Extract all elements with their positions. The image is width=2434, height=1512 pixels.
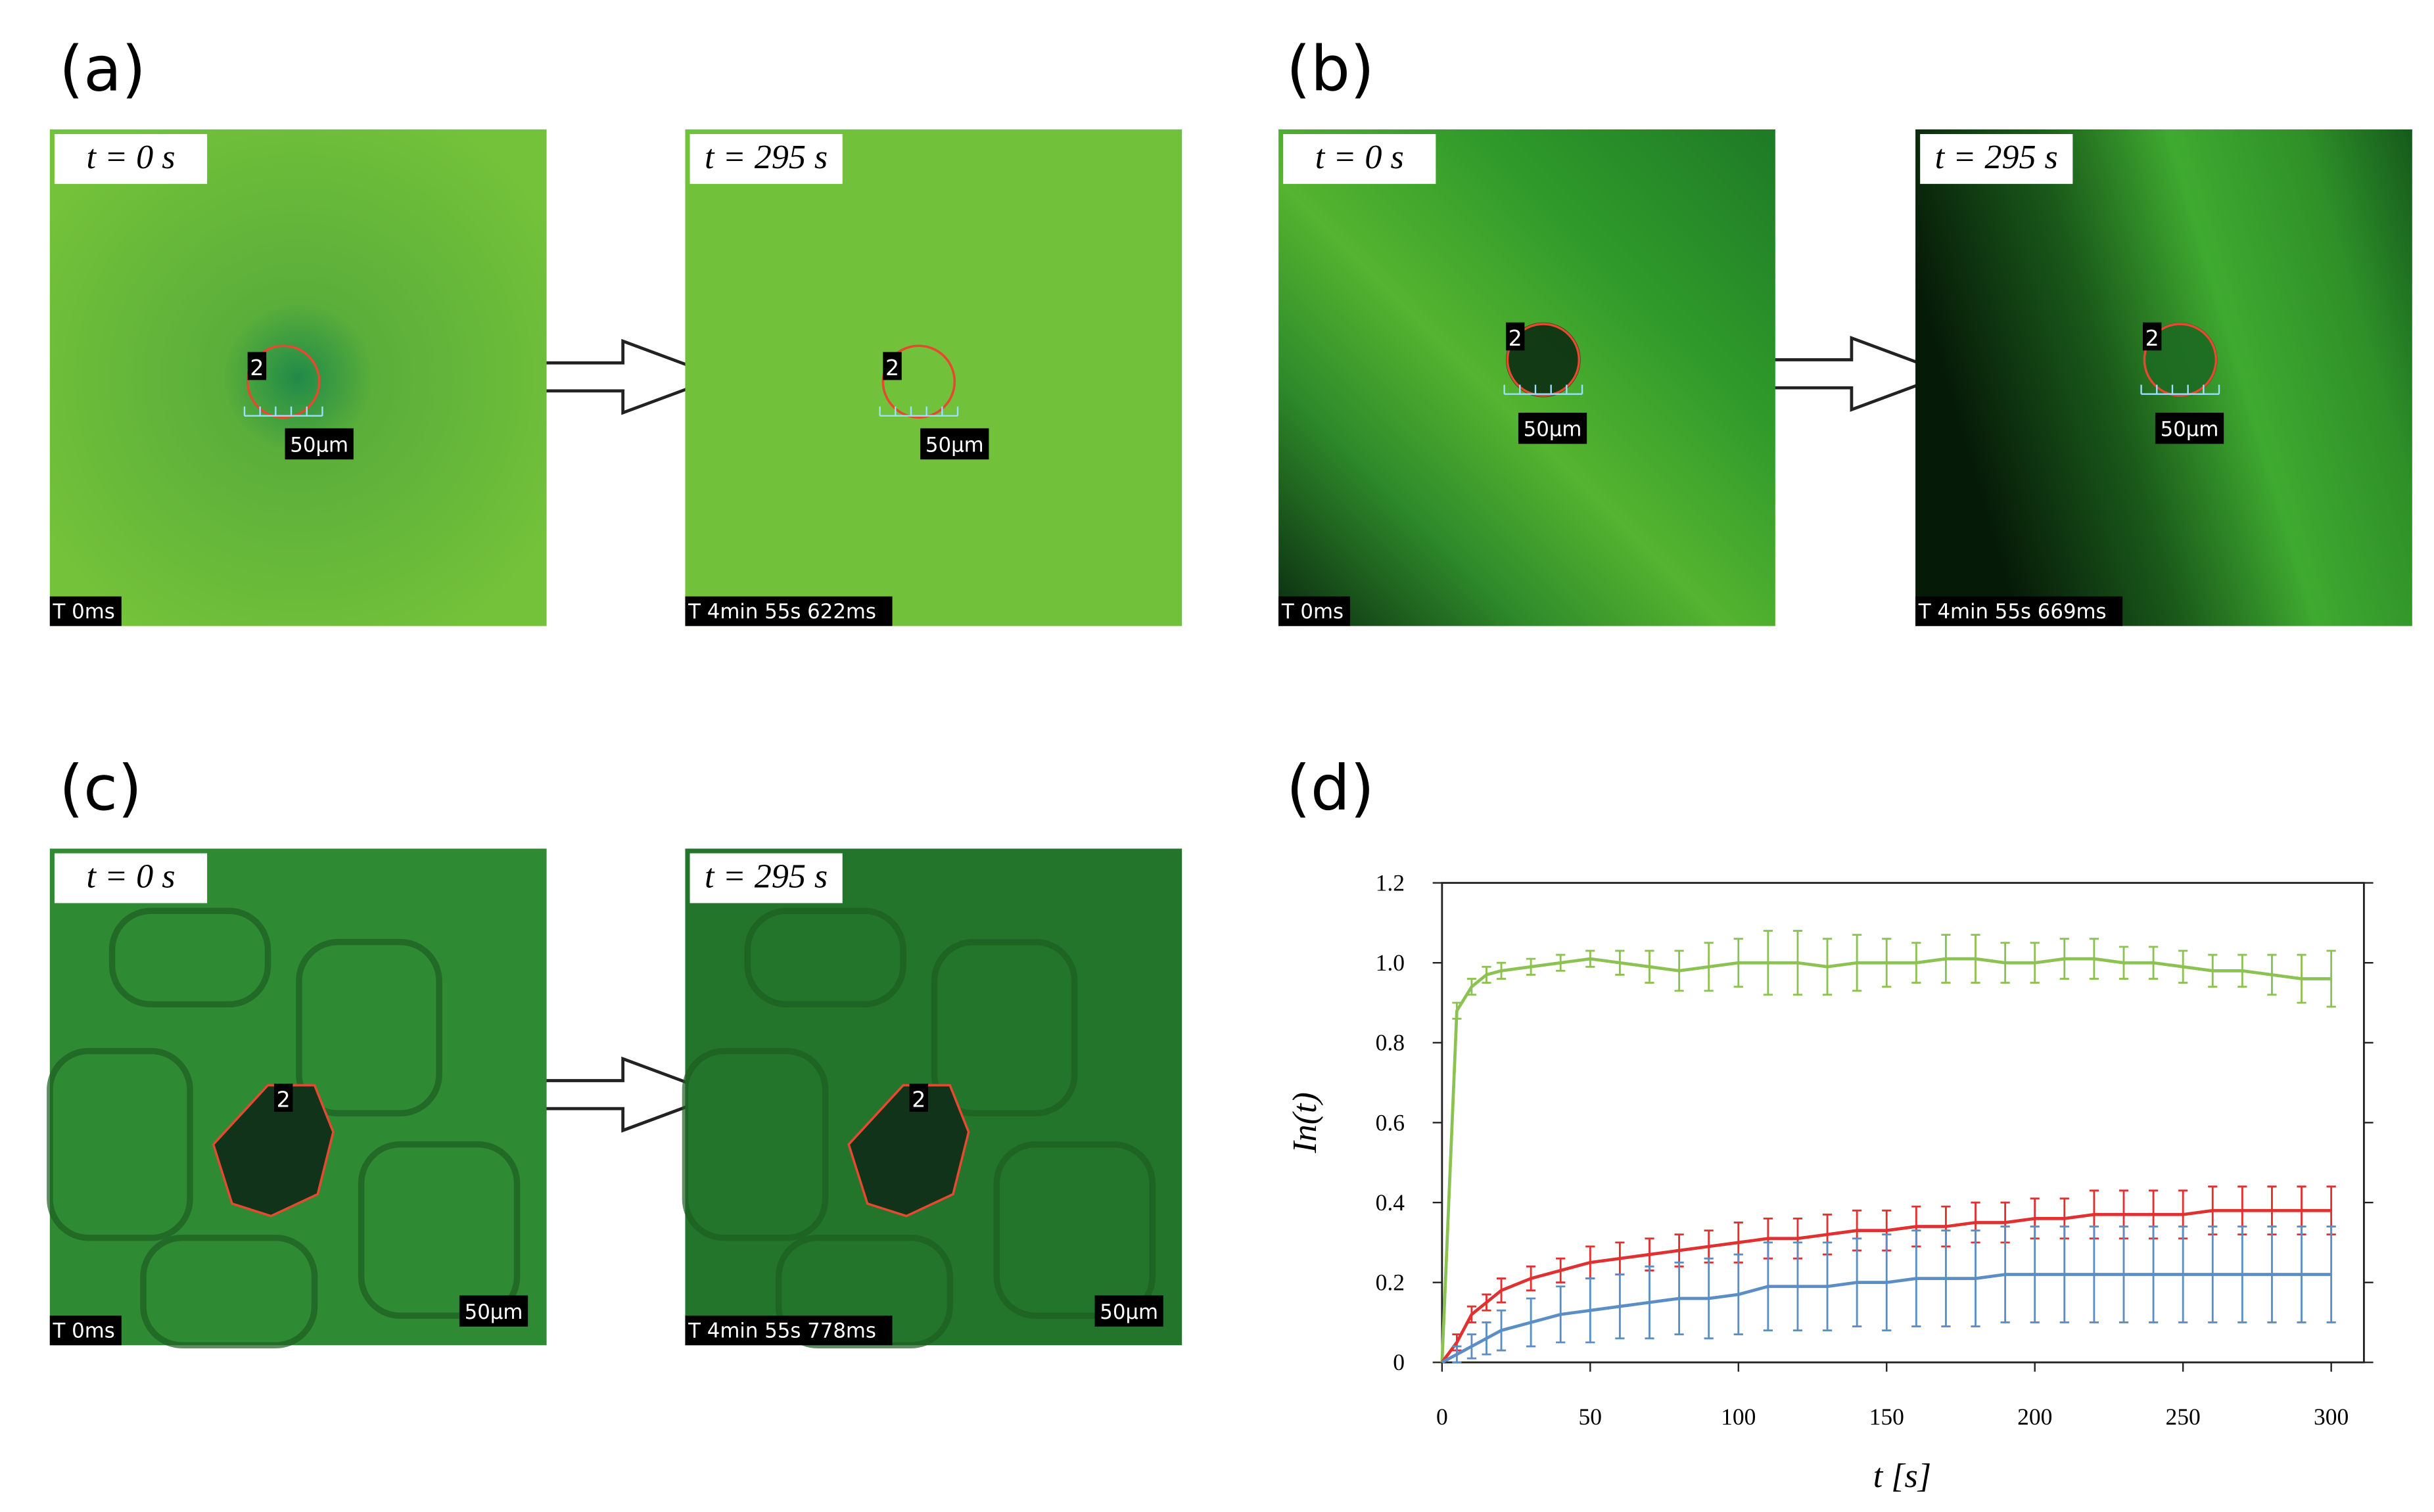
time-label: t = 0 s bbox=[1315, 139, 1404, 176]
y-tick-label: 0 bbox=[1393, 1349, 1405, 1375]
roi-marker: 2 bbox=[250, 355, 264, 380]
scale-ticks bbox=[1503, 384, 1583, 395]
timestamp-box bbox=[49, 596, 122, 626]
plot-frame bbox=[1441, 882, 2365, 1363]
scale-box bbox=[1094, 1295, 1163, 1327]
roi-marker: 2 bbox=[912, 1087, 925, 1112]
scale-label: 50μm bbox=[925, 433, 984, 457]
timestamp-box bbox=[685, 1316, 893, 1346]
cell-outline bbox=[682, 1047, 829, 1241]
scale-ticks bbox=[243, 406, 323, 417]
series-line bbox=[1440, 1208, 2331, 1363]
time-label: t = 295 s bbox=[705, 139, 828, 176]
scale-label: 50μm bbox=[465, 1300, 523, 1324]
x-tick-label: 150 bbox=[1869, 1404, 1904, 1430]
panel-label: (c) bbox=[59, 752, 142, 825]
timestamp: T 4min 55s 778ms bbox=[688, 1319, 876, 1342]
roi-marker: 2 bbox=[2145, 325, 2159, 351]
micrograph bbox=[49, 129, 547, 626]
x-axis-label: t [s] bbox=[1873, 1457, 1931, 1495]
x-tick-label: 300 bbox=[2314, 1404, 2349, 1430]
scale-box bbox=[920, 428, 989, 460]
y-axis-label: In(t) bbox=[1286, 1092, 1324, 1154]
panel-label: (d) bbox=[1286, 752, 1374, 825]
timestamp-box bbox=[685, 596, 893, 626]
scale-box bbox=[1518, 413, 1587, 444]
roi-marker: 2 bbox=[277, 1087, 291, 1112]
timestamp: T 4min 55s 669ms bbox=[1918, 600, 2107, 624]
cell-outline bbox=[296, 938, 442, 1116]
marker-box bbox=[2142, 322, 2162, 351]
cell-outline bbox=[931, 938, 1078, 1116]
time-box bbox=[690, 134, 843, 184]
time-box bbox=[1920, 134, 2073, 184]
scale-ticks bbox=[2140, 384, 2220, 395]
timestamp-box bbox=[1915, 596, 2123, 626]
roi-circle bbox=[2143, 323, 2218, 397]
marker-box bbox=[883, 352, 902, 380]
roi-marker: 2 bbox=[885, 355, 899, 380]
scale-ticks bbox=[879, 406, 959, 417]
cell-outline bbox=[108, 907, 271, 1008]
timestamp: T 4min 55s 622ms bbox=[688, 600, 876, 624]
marker-box bbox=[909, 1084, 929, 1112]
scale-box bbox=[2155, 413, 2224, 444]
y-tick-label: 0.8 bbox=[1376, 1030, 1405, 1056]
panel-label: (b) bbox=[1286, 34, 1374, 106]
scale-label: 50μm bbox=[290, 433, 348, 457]
time-box bbox=[54, 853, 208, 904]
time-label: t = 0 s bbox=[86, 858, 175, 896]
time-box bbox=[54, 134, 208, 184]
time-box bbox=[690, 853, 843, 904]
scale-box bbox=[459, 1295, 528, 1327]
roi-marker: 2 bbox=[1509, 325, 1522, 351]
time-label: t = 0 s bbox=[86, 139, 175, 176]
timestamp: T 0ms bbox=[53, 1319, 115, 1342]
roi-circle bbox=[246, 344, 321, 419]
y-tick-label: 0.6 bbox=[1376, 1109, 1405, 1135]
micrograph bbox=[685, 129, 1182, 626]
y-tick-label: 1.0 bbox=[1376, 950, 1405, 976]
timestamp-box bbox=[1278, 596, 1351, 626]
cell-outline bbox=[47, 1047, 193, 1241]
x-tick-label: 50 bbox=[1579, 1404, 1603, 1430]
x-tick-label: 200 bbox=[2017, 1404, 2052, 1430]
marker-box bbox=[1505, 322, 1525, 351]
scale-label: 50μm bbox=[1524, 418, 1582, 442]
cell-outline bbox=[358, 1141, 521, 1319]
timestamp: T 0ms bbox=[53, 600, 115, 624]
marker-box bbox=[273, 1084, 293, 1112]
cell-outline bbox=[744, 907, 906, 1008]
scale-label: 50μm bbox=[2161, 418, 2219, 442]
time-box bbox=[1283, 134, 1436, 184]
y-tick-label: 0.4 bbox=[1376, 1189, 1405, 1216]
cell-outline bbox=[140, 1235, 318, 1348]
series-line bbox=[1440, 957, 2331, 1363]
roi-circle bbox=[881, 344, 956, 419]
series-line bbox=[1441, 1273, 2331, 1364]
marker-box bbox=[247, 352, 267, 380]
panel-label: (a) bbox=[59, 34, 146, 106]
x-tick-label: 0 bbox=[1436, 1404, 1448, 1430]
scale-box bbox=[285, 428, 354, 460]
timestamp-box bbox=[49, 1316, 122, 1346]
time-label: t = 295 s bbox=[1935, 139, 2058, 176]
cell-outline bbox=[993, 1141, 1156, 1319]
y-tick-label: 0.2 bbox=[1376, 1270, 1405, 1296]
roi-circle bbox=[1506, 323, 1581, 397]
y-tick-label: 1.2 bbox=[1376, 869, 1405, 896]
x-tick-label: 100 bbox=[1721, 1404, 1756, 1430]
time-label: t = 295 s bbox=[705, 858, 828, 896]
scale-label: 50μm bbox=[1100, 1300, 1158, 1324]
x-tick-label: 250 bbox=[2166, 1404, 2201, 1430]
timestamp: T 0ms bbox=[1281, 600, 1344, 624]
